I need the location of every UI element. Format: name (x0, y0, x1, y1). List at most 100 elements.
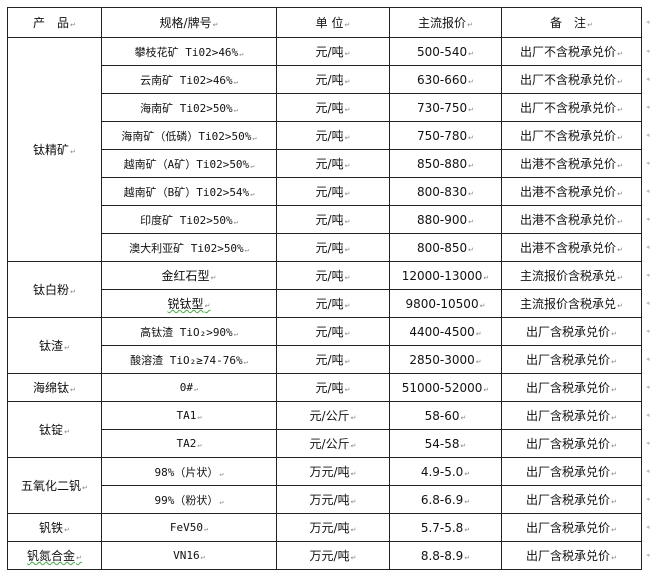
price-cell: 800-850 (389, 233, 502, 262)
unit-cell: 万元/吨 (276, 541, 390, 570)
note-cell: 出港不含税承兑价 (501, 205, 642, 234)
row-end-mark-icon: ◂ (646, 270, 650, 279)
row-end-mark-icon: ◂ (646, 46, 650, 55)
unit-cell: 元/吨 (276, 345, 390, 374)
header-price: 主流报价 (389, 7, 502, 38)
table-row: 云南矿 Ti02>46%元/吨630-660出厂不含税承兑价 (8, 65, 642, 94)
unit-cell: 元/吨 (276, 233, 390, 262)
price-table: 产 品 规格/牌号 单 位 主流报价 备 注 钛精矿攀枝花矿 Ti02>46%元… (7, 7, 642, 570)
unit-cell: 万元/吨 (276, 513, 390, 542)
note-cell: 出厂含税承兑价 (501, 485, 642, 514)
note-cell: 出厂含税承兑价 (501, 373, 642, 402)
unit-cell: 元/吨 (276, 65, 390, 94)
price-cell: 6.8-6.9 (389, 485, 502, 514)
spec-cell: VN16 (101, 541, 277, 570)
row-end-mark-icon: ◂ (646, 74, 650, 83)
note-cell: 出厂含税承兑价 (501, 345, 642, 374)
unit-cell: 元/吨 (276, 37, 390, 66)
price-cell: 4400-4500 (389, 317, 502, 346)
note-cell: 出厂含税承兑价 (501, 401, 642, 430)
spec-cell: 高钛渣 TiO₂>90% (101, 317, 277, 346)
spec-cell: 海南矿 Ti02>50% (101, 93, 277, 122)
note-cell: 出厂不含税承兑价 (501, 93, 642, 122)
table-row: 锐钛型元/吨9800-10500主流报价含税承兑 (8, 289, 642, 318)
spec-cell: 金红石型 (101, 261, 277, 290)
spec-cell: 印度矿 Ti02>50% (101, 205, 277, 234)
note-cell: 出厂不含税承兑价 (501, 121, 642, 150)
table-row: 印度矿 Ti02>50%元/吨880-900出港不含税承兑价 (8, 205, 642, 234)
spec-cell: FeV50 (101, 513, 277, 542)
unit-cell: 元/吨 (276, 261, 390, 290)
spec-cell: 锐钛型 (101, 289, 277, 318)
unit-cell: 万元/吨 (276, 485, 390, 514)
unit-cell: 元/吨 (276, 121, 390, 150)
row-end-mark-icon: ◂ (646, 522, 650, 531)
price-cell: 9800-10500 (389, 289, 502, 318)
note-cell: 出厂含税承兑价 (501, 457, 642, 486)
row-end-mark-icon: ◂ (646, 298, 650, 307)
row-end-mark-icon: ◂ (646, 326, 650, 335)
table-row: 海南矿（低磷）Ti02>50%元/吨750-780出厂不含税承兑价 (8, 121, 642, 150)
table-row: 海南矿 Ti02>50%元/吨730-750出厂不含税承兑价 (8, 93, 642, 122)
spec-cell: 0# (101, 373, 277, 402)
spec-cell: 澳大利亚矿 Ti02>50% (101, 233, 277, 262)
row-end-mark-icon: ◂ (646, 102, 650, 111)
unit-cell: 元/吨 (276, 177, 390, 206)
unit-cell: 元/吨 (276, 289, 390, 318)
header-spec: 规格/牌号 (101, 7, 277, 38)
spec-cell: 云南矿 Ti02>46% (101, 65, 277, 94)
row-end-mark-icon: ◂ (646, 466, 650, 475)
price-cell: 630-660 (389, 65, 502, 94)
spec-cell: 酸溶渣 TiO₂≥74-76% (101, 345, 277, 374)
price-cell: 880-900 (389, 205, 502, 234)
table-row: 海绵钛0#元/吨51000-52000出厂含税承兑价 (7, 373, 642, 402)
row-end-mark-icon: ◂ (646, 410, 650, 419)
row-end-mark-icon: ◂ (646, 494, 650, 503)
unit-cell: 元/吨 (276, 205, 390, 234)
note-cell: 出厂含税承兑价 (501, 541, 642, 570)
note-cell: 出港不含税承兑价 (501, 177, 642, 206)
spec-cell: 99%（粉状） (101, 485, 277, 514)
table-row: 钛精矿攀枝花矿 Ti02>46%元/吨500-540出厂不含税承兑价 (7, 37, 642, 262)
spec-cell: 越南矿（A矿）Ti02>50% (101, 149, 277, 178)
spec-cell: TA2 (101, 429, 277, 458)
note-cell: 出厂含税承兑价 (501, 513, 642, 542)
table-row: 酸溶渣 TiO₂≥74-76%元/吨2850-3000出厂含税承兑价 (8, 345, 642, 374)
product-cell: 钒氮合金 (7, 541, 102, 570)
header-note: 备 注 (501, 7, 642, 38)
spec-cell: TA1 (101, 401, 277, 430)
table-row: 钒氮合金VN16万元/吨8.8-8.9出厂含税承兑价 (7, 541, 642, 570)
table-row: 钛白粉金红石型元/吨12000-13000主流报价含税承兑 (7, 261, 642, 318)
price-cell: 730-750 (389, 93, 502, 122)
note-cell: 出厂不含税承兑价 (501, 37, 642, 66)
table-row: 钛锭TA1元/公斤58-60出厂含税承兑价 (7, 401, 642, 458)
unit-cell: 元/吨 (276, 317, 390, 346)
note-cell: 出港不含税承兑价 (501, 233, 642, 262)
price-cell: 2850-3000 (389, 345, 502, 374)
note-cell: 出厂含税承兑价 (501, 317, 642, 346)
table-row: 越南矿（A矿）Ti02>50%元/吨850-880出港不含税承兑价 (8, 149, 642, 178)
note-cell: 出厂不含税承兑价 (501, 65, 642, 94)
header-row: 产 品 规格/牌号 单 位 主流报价 备 注 (7, 7, 642, 38)
price-cell: 850-880 (389, 149, 502, 178)
product-cell: 海绵钛 (7, 373, 102, 402)
price-cell: 750-780 (389, 121, 502, 150)
header-product: 产 品 (7, 7, 102, 38)
product-cell: 五氧化二钒 (7, 457, 102, 514)
table-row: 钛渣高钛渣 TiO₂>90%元/吨4400-4500出厂含税承兑价 (7, 317, 642, 374)
unit-cell: 元/吨 (276, 93, 390, 122)
product-cell: 钛渣 (7, 317, 102, 374)
price-cell: 54-58 (389, 429, 502, 458)
price-cell: 51000-52000 (389, 373, 502, 402)
row-end-mark-icon: ◂ (646, 130, 650, 139)
table-row: 钒铁FeV50万元/吨5.7-5.8出厂含税承兑价 (7, 513, 642, 542)
unit-cell: 元/公斤 (276, 401, 390, 430)
note-cell: 主流报价含税承兑 (501, 261, 642, 290)
spec-cell: 海南矿（低磷）Ti02>50% (101, 121, 277, 150)
product-cell: 钒铁 (7, 513, 102, 542)
table-row: TA2元/公斤54-58出厂含税承兑价 (8, 429, 642, 458)
unit-cell: 元/公斤 (276, 429, 390, 458)
price-cell: 800-830 (389, 177, 502, 206)
price-cell: 8.8-8.9 (389, 541, 502, 570)
row-end-mark-icon: ◂ (646, 550, 650, 559)
